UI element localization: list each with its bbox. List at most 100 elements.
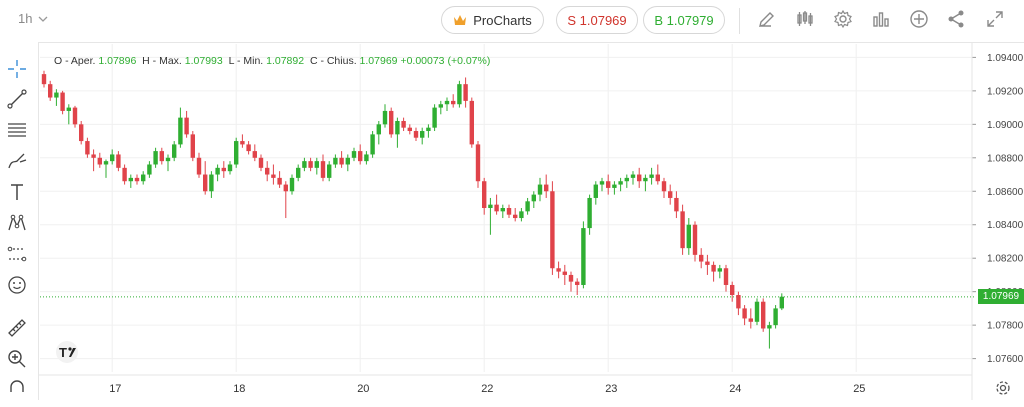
candle-body: [196, 157, 202, 175]
candle-body: [122, 167, 127, 182]
low-label: L - Min.: [228, 55, 264, 67]
candle-body: [66, 107, 71, 111]
candle-body: [637, 174, 642, 182]
candle-body: [754, 301, 760, 322]
x-tick-label: 20: [357, 383, 369, 395]
trendline-icon[interactable]: [6, 88, 28, 110]
emoji-icon[interactable]: [6, 274, 28, 296]
y-tick-label: 1.08200: [987, 254, 1024, 265]
candle-body: [289, 177, 295, 192]
timeframe-label: 1h: [18, 11, 33, 26]
candle-body: [159, 151, 164, 162]
close-value: 1.07969: [359, 55, 398, 67]
ruler-icon[interactable]: [6, 317, 28, 339]
tradingview-logo[interactable]: T: [52, 341, 82, 363]
candle-body: [358, 151, 363, 162]
candle-body: [91, 154, 96, 158]
candle-body: [593, 184, 598, 198]
bars-icon[interactable]: [871, 9, 891, 29]
candle-body: [370, 134, 375, 155]
candle-body: [103, 161, 109, 165]
open-value: 1.07896: [98, 55, 137, 67]
candle-body: [41, 74, 47, 85]
candle-body: [655, 174, 660, 182]
close-label: C - Chius.: [309, 55, 357, 67]
candle-body: [730, 284, 735, 296]
candle-body: [345, 157, 350, 165]
buy-button[interactable]: B 1.07979: [643, 6, 725, 34]
candle-body: [761, 301, 766, 329]
x-tick-label: 18: [233, 383, 245, 395]
candle-body: [686, 224, 691, 249]
share-icon[interactable]: [946, 9, 966, 29]
candle-body: [327, 164, 332, 178]
candle-body: [643, 177, 648, 182]
candle-body: [234, 141, 239, 165]
candle-body: [624, 177, 629, 182]
candle-body: [519, 211, 524, 219]
candle-body: [339, 157, 344, 165]
timeframe-select[interactable]: 1h: [18, 11, 48, 26]
plus-circle-icon[interactable]: [909, 9, 929, 29]
drawing-toolbar: [0, 42, 39, 400]
x-tick-label: 22: [481, 383, 493, 395]
candle-body: [401, 120, 406, 128]
gear-icon[interactable]: [833, 9, 853, 29]
y-tick-label: 1.07600: [987, 354, 1024, 365]
x-tick-label: 23: [605, 383, 617, 395]
candle-body: [296, 167, 301, 178]
candle-body: [568, 274, 574, 282]
x-tick-label: 25: [853, 383, 865, 395]
brush-icon[interactable]: [6, 150, 28, 172]
candle-body: [128, 177, 133, 182]
pencil-icon[interactable]: [757, 9, 777, 29]
sell-button[interactable]: S 1.07969: [556, 6, 638, 34]
candle-body: [612, 184, 617, 188]
candle-body: [413, 131, 419, 138]
y-tick-label: 1.07800: [987, 321, 1024, 332]
candle-body: [556, 268, 561, 272]
candle-body: [711, 264, 716, 272]
candle-body: [426, 127, 431, 132]
candle-body: [97, 157, 102, 165]
crosshair-icon[interactable]: [6, 58, 28, 80]
crown-icon: [454, 15, 467, 25]
candle-body: [742, 308, 747, 319]
fullscreen-icon[interactable]: [985, 9, 1005, 29]
candle-body: [314, 161, 319, 168]
candle-body: [692, 224, 698, 255]
candle-body: [649, 174, 654, 178]
candle-body: [420, 131, 425, 138]
magnet-icon[interactable]: [6, 380, 28, 402]
candle-body: [178, 117, 183, 145]
candle-body: [525, 201, 530, 212]
candle-body: [773, 308, 778, 326]
candle-body: [444, 100, 450, 105]
candle-body: [134, 177, 140, 182]
candle-body: [463, 84, 468, 101]
candle-body: [469, 100, 474, 145]
buy-label: B 1.07979: [654, 12, 714, 28]
fib-lines-icon[interactable]: [6, 119, 28, 141]
procharts-button[interactable]: ProCharts: [441, 6, 544, 34]
candle-body: [54, 92, 59, 98]
change-value: +0.00073 (+0.07%): [400, 55, 491, 67]
candle-body: [246, 144, 251, 152]
candle-body: [364, 154, 369, 162]
candle-body: [209, 174, 214, 192]
candle-body: [258, 157, 264, 168]
candles-icon[interactable]: [795, 9, 815, 29]
candle-body: [661, 181, 667, 192]
candle-body: [736, 295, 741, 309]
measure-icon[interactable]: [6, 243, 28, 265]
pattern-icon[interactable]: [6, 212, 28, 234]
chart-settings-icon[interactable]: [995, 380, 1011, 396]
zoom-icon[interactable]: [6, 348, 28, 370]
candle-body: [203, 174, 208, 192]
x-tick-label: 17: [109, 383, 121, 395]
candle-body: [587, 197, 592, 229]
candle-body: [351, 151, 357, 158]
open-label: O - Aper.: [54, 55, 96, 67]
text-icon[interactable]: [6, 181, 28, 203]
